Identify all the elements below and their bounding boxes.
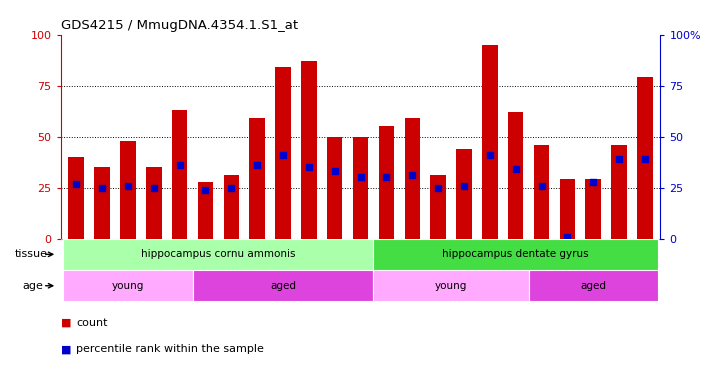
Bar: [301, 61, 316, 238]
Point: [96, 185, 108, 191]
Point: [329, 168, 341, 174]
Bar: [120, 141, 136, 238]
Text: young: young: [111, 281, 144, 291]
Point: [613, 156, 625, 162]
Point: [303, 164, 315, 170]
Text: age: age: [23, 281, 44, 291]
Point: [71, 180, 82, 187]
Point: [510, 166, 521, 172]
Point: [433, 185, 444, 191]
Bar: [64, 270, 193, 301]
Bar: [611, 145, 627, 238]
Bar: [223, 175, 239, 238]
Bar: [508, 112, 523, 238]
Text: young: young: [435, 281, 467, 291]
Point: [562, 233, 573, 240]
Point: [122, 182, 134, 189]
Bar: [482, 45, 498, 238]
Text: hippocampus dentate gyrus: hippocampus dentate gyrus: [443, 249, 589, 259]
Bar: [69, 157, 84, 238]
Bar: [64, 238, 373, 270]
Bar: [534, 145, 549, 238]
Text: aged: aged: [580, 281, 606, 291]
Point: [588, 179, 599, 185]
Point: [277, 152, 288, 158]
Point: [484, 152, 496, 158]
Text: ■: ■: [61, 318, 71, 328]
Bar: [249, 118, 265, 238]
Bar: [172, 110, 187, 238]
Bar: [637, 78, 653, 238]
Bar: [405, 118, 420, 238]
Bar: [198, 182, 213, 238]
Point: [251, 162, 263, 168]
Text: tissue: tissue: [14, 249, 47, 259]
Point: [381, 174, 392, 180]
Point: [536, 182, 547, 189]
Bar: [378, 126, 394, 238]
Bar: [528, 270, 658, 301]
Text: aged: aged: [270, 281, 296, 291]
Point: [174, 162, 186, 168]
Point: [458, 182, 470, 189]
Text: percentile rank within the sample: percentile rank within the sample: [76, 344, 264, 354]
Point: [226, 185, 237, 191]
Text: GDS4215 / MmugDNA.4354.1.S1_at: GDS4215 / MmugDNA.4354.1.S1_at: [61, 19, 298, 32]
Bar: [431, 175, 446, 238]
Text: ■: ■: [61, 344, 71, 354]
Point: [355, 174, 366, 180]
Bar: [456, 149, 472, 238]
Bar: [560, 179, 575, 238]
Text: count: count: [76, 318, 108, 328]
Bar: [585, 179, 601, 238]
Point: [639, 156, 650, 162]
Bar: [94, 167, 110, 238]
Text: hippocampus cornu ammonis: hippocampus cornu ammonis: [141, 249, 296, 259]
Bar: [353, 137, 368, 238]
Bar: [276, 67, 291, 238]
Bar: [146, 167, 161, 238]
Point: [148, 185, 159, 191]
Bar: [327, 137, 343, 238]
Bar: [373, 238, 658, 270]
Point: [406, 172, 418, 179]
Bar: [193, 270, 373, 301]
Point: [200, 187, 211, 193]
Bar: [373, 270, 528, 301]
